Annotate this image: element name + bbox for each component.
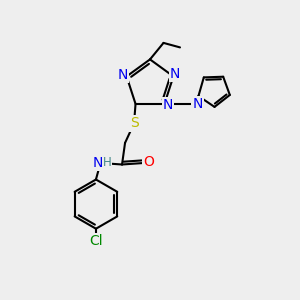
Text: N: N bbox=[192, 97, 203, 111]
Text: S: S bbox=[130, 116, 138, 130]
Text: N: N bbox=[163, 98, 173, 112]
Text: O: O bbox=[144, 154, 154, 169]
Text: H: H bbox=[103, 156, 112, 169]
Text: N: N bbox=[92, 156, 103, 170]
Text: N: N bbox=[118, 68, 128, 82]
Text: Cl: Cl bbox=[89, 234, 103, 248]
Text: N: N bbox=[170, 67, 180, 81]
